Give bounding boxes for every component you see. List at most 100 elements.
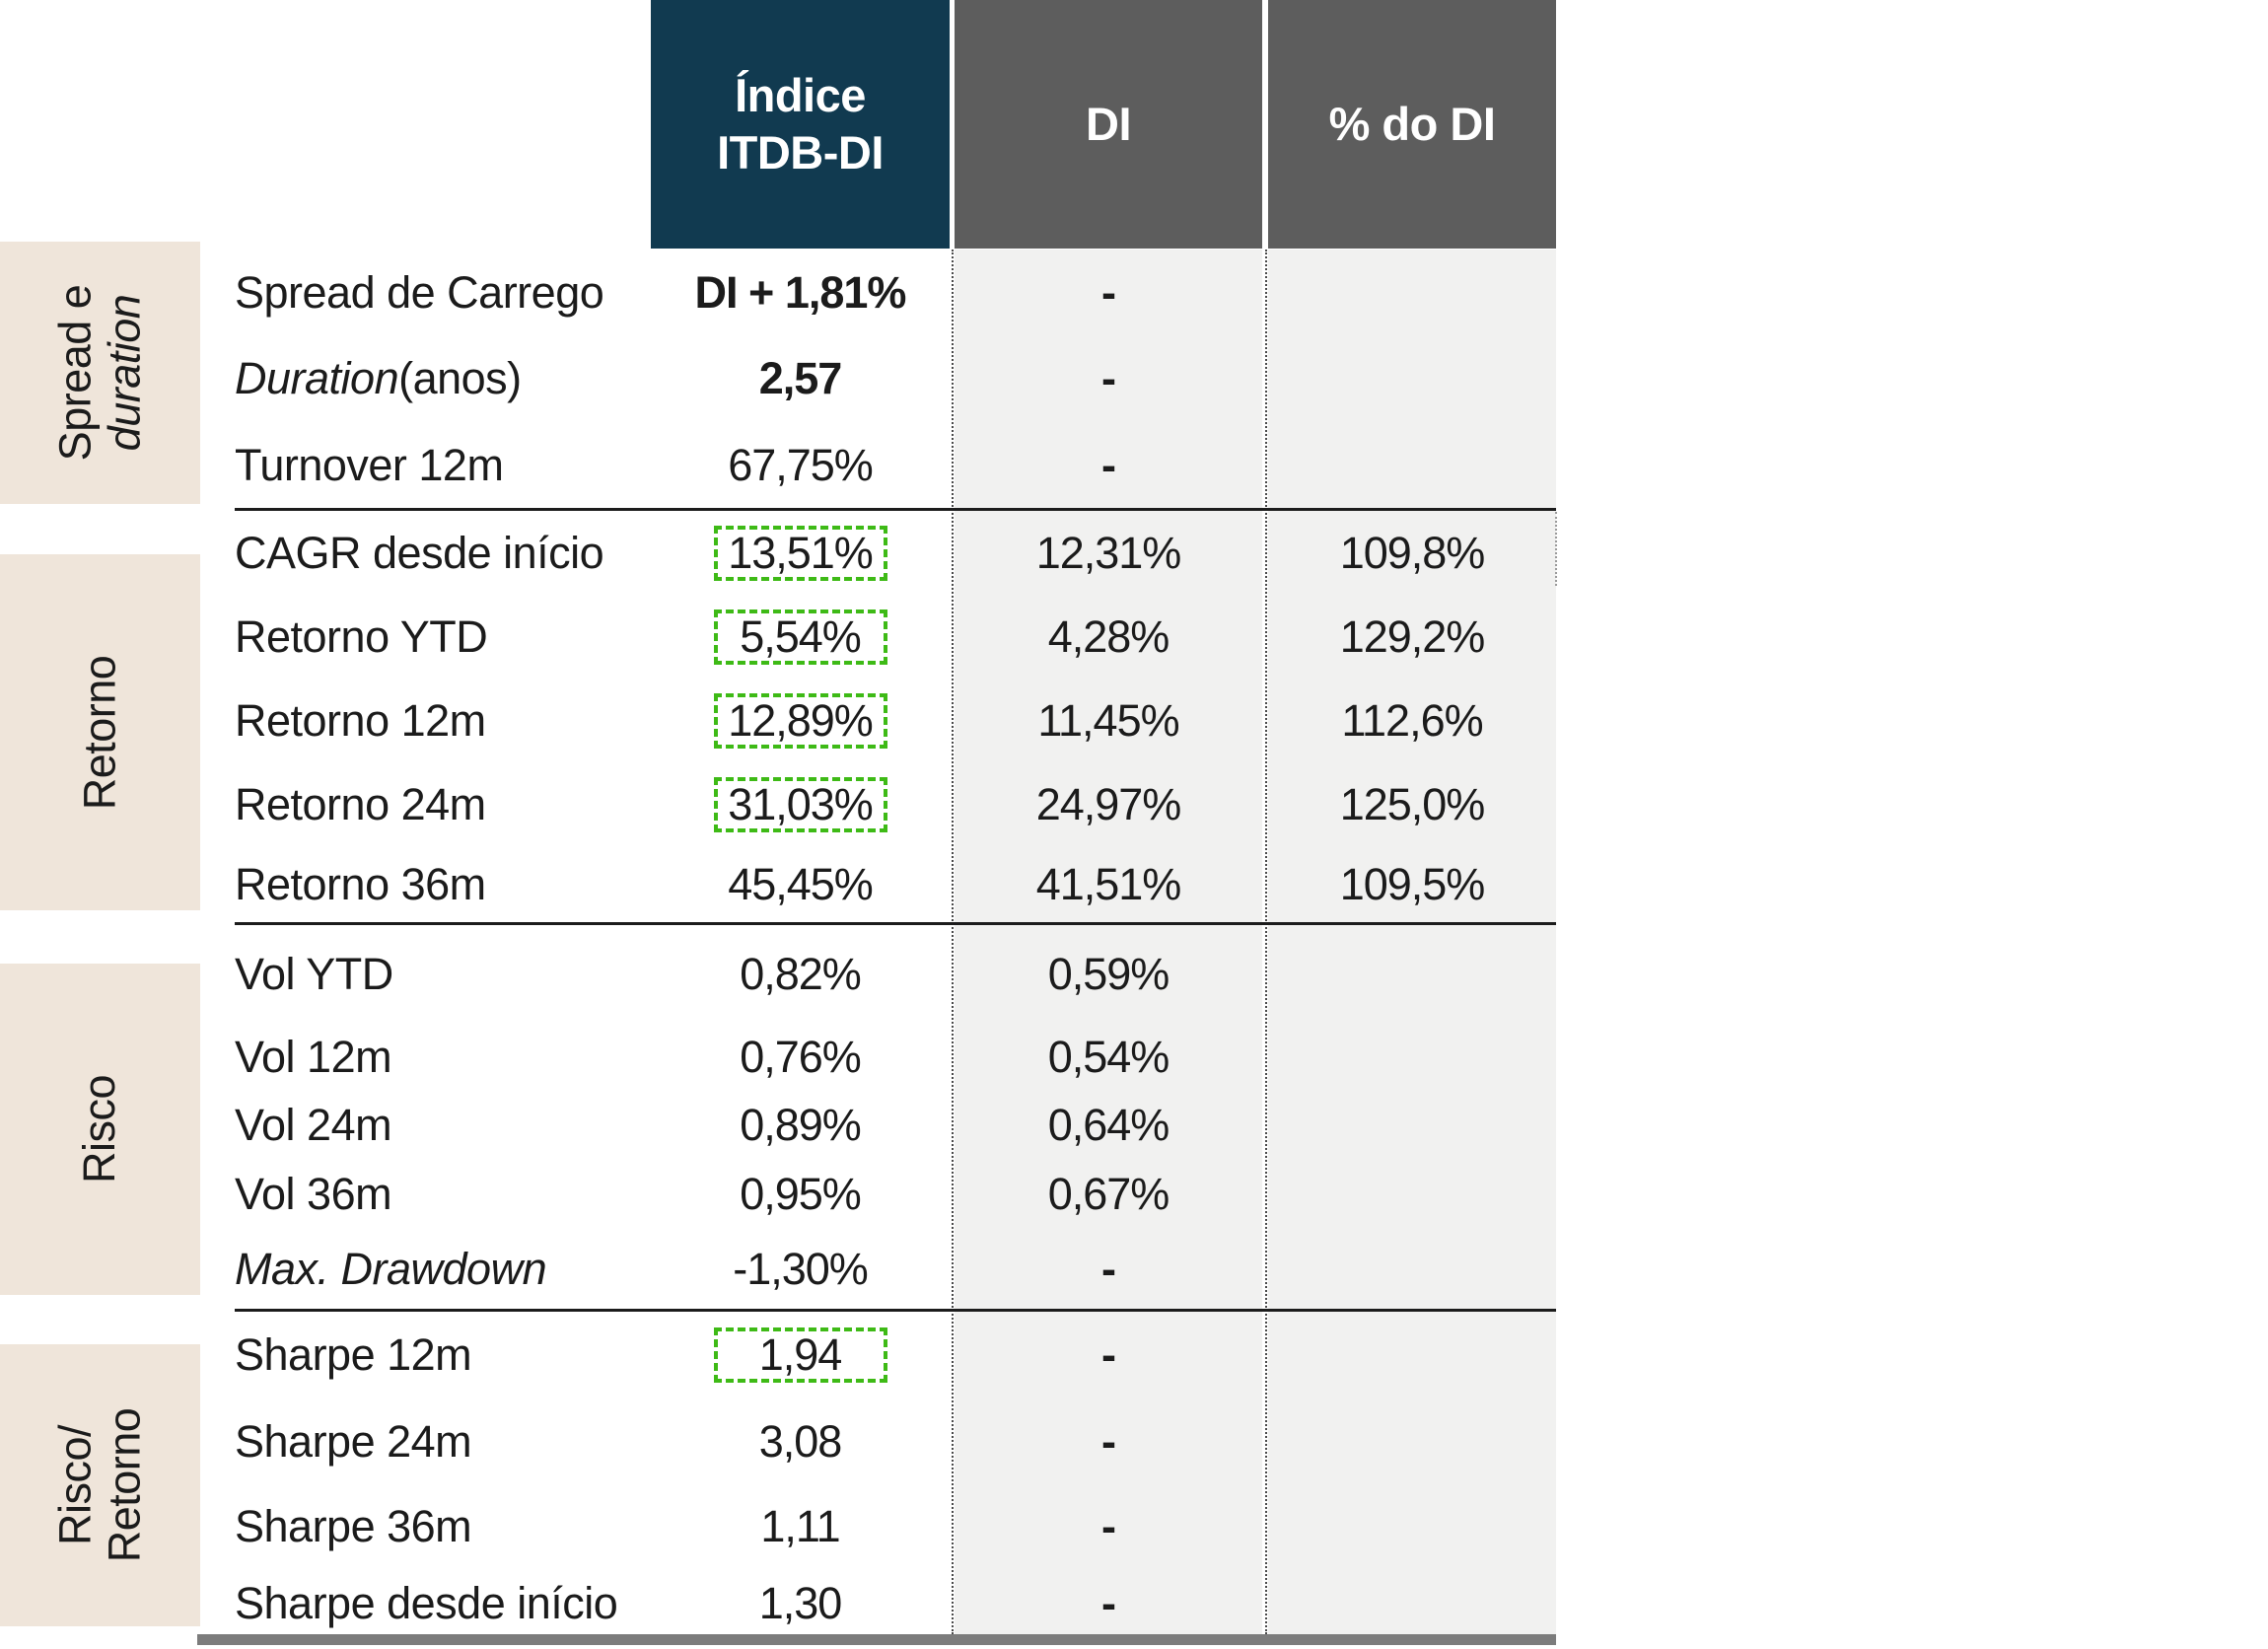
- index-value: 0,89%: [740, 1100, 862, 1150]
- table-row: Vol YTD 0,82% 0,59%: [0, 925, 2268, 1023]
- di-value: -: [1101, 266, 1116, 318]
- di-value: 41,51%: [1035, 859, 1182, 909]
- row-label-text: Sharpe 36m: [235, 1501, 472, 1551]
- index-value: 2,57: [758, 353, 843, 403]
- di-value: -: [1101, 1416, 1116, 1467]
- row-label: Duration (anos): [235, 336, 649, 421]
- table-row: Vol 36m 0,95% 0,67%: [0, 1159, 2268, 1230]
- table-row: Sharpe desde início 1,30 -: [0, 1568, 2268, 1639]
- di-value: 4,28%: [1047, 611, 1170, 662]
- category-block-risco-retorno: Risco/ Retorno: [0, 1344, 200, 1626]
- green-highlight-box: 12,89%: [713, 693, 887, 749]
- di-value: 0,64%: [1047, 1100, 1170, 1150]
- table-row: Max. Drawdown -1,30% -: [0, 1230, 2268, 1309]
- row-label: Sharpe 24m: [235, 1398, 649, 1485]
- row-label-text: Vol YTD: [235, 948, 393, 999]
- index-value-cell: 5,54%: [651, 595, 950, 680]
- column-divider-dotted-line: [952, 250, 954, 1634]
- index-value: 31,03%: [728, 779, 874, 829]
- index-value-cell: 31,03%: [651, 762, 950, 847]
- index-value: 13,51%: [728, 528, 874, 578]
- table-row: Retorno 24m 31,03% 24,97% 125,0%: [0, 762, 2268, 847]
- table-bottom-border: [197, 1634, 1556, 1645]
- row-label: Retorno 12m: [235, 680, 649, 762]
- pct-di-value: [1268, 1485, 1556, 1568]
- pct-di-value: 112,6%: [1341, 695, 1483, 746]
- row-label: Sharpe 12m: [235, 1312, 649, 1398]
- index-value: 0,82%: [740, 948, 862, 999]
- di-value: -: [1101, 1329, 1116, 1380]
- pct-di-value: [1268, 1092, 1556, 1159]
- index-value: 0,95%: [740, 1169, 862, 1219]
- row-label-text: Vol 24m: [235, 1100, 392, 1150]
- index-value: 3,08: [758, 1416, 843, 1467]
- row-label: Vol 36m: [235, 1159, 649, 1230]
- table-row: Turnover 12m 67,75% -: [0, 421, 2268, 510]
- pct-di-value: [1268, 1230, 1556, 1309]
- column-header-di: DI: [955, 0, 1262, 249]
- green-highlight-box: 5,54%: [713, 609, 887, 665]
- pct-di-value: [1268, 421, 1556, 510]
- table-row: Retorno YTD 5,54% 4,28% 129,2%: [0, 595, 2268, 680]
- di-value: -: [1101, 1501, 1116, 1551]
- table-row: Sharpe 24m 3,08 -: [0, 1398, 2268, 1485]
- right-edge-dotted-artifact: [1555, 512, 1557, 586]
- column-header-indice-itdb-di: Índice ITDB-DI: [651, 0, 950, 249]
- group-separator-line: [235, 508, 1556, 511]
- header-line: DI: [1086, 98, 1132, 150]
- column-header-pct-do-di: % do DI: [1268, 0, 1556, 249]
- pct-di-value: [1268, 1312, 1556, 1398]
- row-label-italic-part: Duration: [235, 353, 399, 403]
- index-value-cell: 1,94: [651, 1312, 950, 1398]
- row-label: Vol 24m: [235, 1092, 649, 1159]
- table-row: Vol 24m 0,89% 0,64%: [0, 1092, 2268, 1159]
- group-separator-line: [235, 922, 1556, 925]
- di-value: -: [1101, 1578, 1116, 1628]
- category-block-risco: Risco: [0, 964, 200, 1295]
- table-row: Vol 12m 0,76% 0,54%: [0, 1023, 2268, 1092]
- table-row: Spread de Carrego DI + 1,81% -: [0, 249, 2268, 336]
- row-label-text: Sharpe 12m: [235, 1329, 472, 1380]
- index-value: 1,94: [758, 1329, 843, 1380]
- header-line: ITDB-DI: [717, 126, 884, 179]
- row-label: Sharpe desde início: [235, 1568, 649, 1639]
- row-label-text: Turnover 12m: [235, 440, 504, 490]
- pct-di-value: [1268, 1159, 1556, 1230]
- pct-di-value: 109,5%: [1339, 859, 1486, 909]
- row-label: Retorno 36m: [235, 847, 649, 922]
- index-value: 0,76%: [740, 1032, 862, 1082]
- row-label-text: Vol 12m: [235, 1032, 392, 1082]
- row-label-text: Retorno 12m: [235, 695, 486, 746]
- header-line: % do DI: [1328, 98, 1496, 150]
- index-value: -1,30%: [733, 1244, 869, 1294]
- di-value: -: [1101, 1244, 1116, 1294]
- row-label-text: Sharpe desde início: [235, 1578, 618, 1628]
- index-value: 45,45%: [728, 859, 874, 909]
- pct-di-value: 125,0%: [1339, 779, 1486, 829]
- table-row: Retorno 36m 45,45% 41,51% 109,5%: [0, 847, 2268, 922]
- pct-di-value: [1268, 1398, 1556, 1485]
- row-label: Spread de Carrego: [235, 249, 649, 336]
- row-label-text: CAGR desde início: [235, 528, 604, 578]
- row-label-text: Vol 36m: [235, 1169, 392, 1219]
- di-value: 11,45%: [1037, 695, 1179, 746]
- index-value: 67,75%: [728, 440, 874, 490]
- row-label: Vol YTD: [235, 925, 649, 1023]
- row-label: Sharpe 36m: [235, 1485, 649, 1568]
- index-value: 1,30: [758, 1578, 843, 1628]
- pct-di-value: [1268, 336, 1556, 421]
- group-separator-line: [235, 1309, 1556, 1312]
- di-value: 0,54%: [1047, 1032, 1170, 1082]
- column-divider-dotted-line: [1265, 250, 1267, 1634]
- header-line: Índice: [735, 69, 866, 121]
- green-highlight-box: 13,51%: [713, 526, 887, 581]
- di-value: -: [1101, 440, 1116, 490]
- di-value: 0,59%: [1047, 948, 1170, 999]
- row-label: Vol 12m: [235, 1023, 649, 1092]
- row-label-text: Retorno 36m: [235, 859, 486, 909]
- category-block-spread-e-duration: Spread e duration: [0, 242, 200, 504]
- pct-di-value: [1268, 1568, 1556, 1639]
- table-row: CAGR desde início 13,51% 12,31% 109,8%: [0, 512, 2268, 595]
- di-value: 0,67%: [1047, 1169, 1170, 1219]
